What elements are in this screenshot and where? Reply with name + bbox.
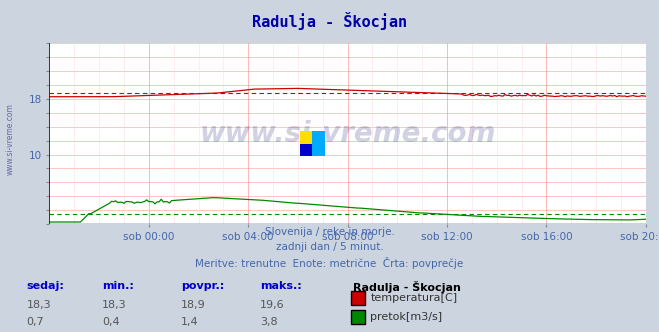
Bar bbox=[312, 143, 325, 156]
Text: Radulja - Škocjan: Radulja - Škocjan bbox=[353, 281, 461, 292]
Text: 18,3: 18,3 bbox=[102, 300, 127, 310]
Text: www.si-vreme.com: www.si-vreme.com bbox=[5, 104, 14, 175]
Text: sedaj:: sedaj: bbox=[26, 281, 64, 290]
Text: 0,4: 0,4 bbox=[102, 317, 120, 327]
Text: maks.:: maks.: bbox=[260, 281, 302, 290]
Text: Slovenija / reke in morje.: Slovenija / reke in morje. bbox=[264, 227, 395, 237]
Bar bbox=[312, 131, 325, 143]
Text: pretok[m3/s]: pretok[m3/s] bbox=[370, 312, 442, 322]
Text: temperatura[C]: temperatura[C] bbox=[370, 293, 457, 303]
Text: Meritve: trenutne  Enote: metrične  Črta: povprečje: Meritve: trenutne Enote: metrične Črta: … bbox=[195, 257, 464, 269]
Text: povpr.:: povpr.: bbox=[181, 281, 225, 290]
Text: zadnji dan / 5 minut.: zadnji dan / 5 minut. bbox=[275, 242, 384, 252]
Text: www.si-vreme.com: www.si-vreme.com bbox=[200, 120, 496, 148]
Text: 19,6: 19,6 bbox=[260, 300, 285, 310]
Text: 18,3: 18,3 bbox=[26, 300, 51, 310]
Text: 3,8: 3,8 bbox=[260, 317, 278, 327]
Text: 18,9: 18,9 bbox=[181, 300, 206, 310]
Text: 0,7: 0,7 bbox=[26, 317, 44, 327]
Text: Radulja - Škocjan: Radulja - Škocjan bbox=[252, 12, 407, 30]
Bar bbox=[300, 143, 312, 156]
Text: min.:: min.: bbox=[102, 281, 134, 290]
Text: 1,4: 1,4 bbox=[181, 317, 199, 327]
Bar bbox=[300, 131, 312, 143]
